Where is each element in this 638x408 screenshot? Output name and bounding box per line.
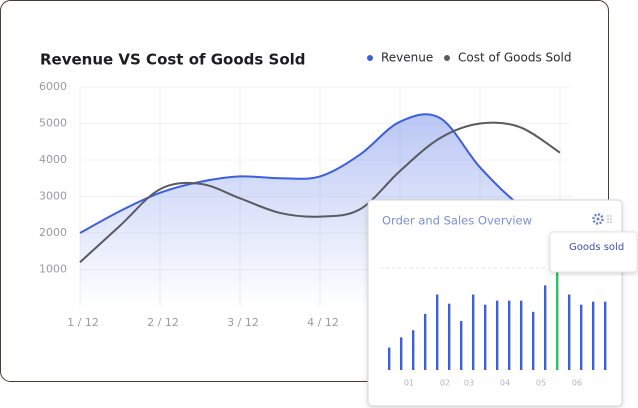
drag-handle[interactable]	[607, 215, 612, 223]
y-tick-label: 1000	[39, 263, 67, 276]
series-line	[79, 121, 561, 263]
bar	[400, 337, 403, 370]
x-tick-label: 01	[404, 379, 414, 388]
overview-card	[367, 199, 623, 407]
bar	[592, 301, 595, 370]
x-tick-label: 4 / 12	[307, 316, 339, 329]
x-tick-label: 02	[440, 379, 450, 388]
bar	[568, 294, 571, 370]
x-tick-label: 3 / 12	[227, 316, 259, 329]
settings-icon[interactable]	[592, 213, 604, 225]
x-tick-label: 03	[464, 379, 474, 388]
bar	[436, 294, 439, 370]
bar	[460, 321, 463, 370]
y-tick-label: 5000	[39, 117, 67, 130]
y-tick-label: 4000	[39, 153, 67, 166]
legend-marker	[444, 55, 450, 61]
bar	[604, 301, 607, 370]
bar	[496, 300, 499, 370]
bar	[544, 285, 547, 370]
bar	[388, 347, 391, 370]
overview-title: Order and Sales Overview	[382, 214, 532, 228]
bar	[508, 300, 511, 370]
legend-marker	[367, 55, 373, 61]
x-tick-label: 2 / 12	[147, 316, 179, 329]
y-tick-label: 6000	[39, 80, 67, 93]
x-tick-label: 04	[500, 379, 510, 388]
bar	[532, 311, 535, 370]
x-tick-label: 05	[536, 379, 546, 388]
bar	[556, 270, 559, 370]
bar	[412, 330, 415, 370]
y-tick-label: 3000	[39, 190, 67, 203]
bar	[472, 294, 475, 370]
legend-label: Revenue	[381, 51, 433, 65]
x-tick-label: 06	[572, 379, 582, 388]
bar	[580, 304, 583, 370]
tooltip	[549, 231, 638, 273]
bar	[520, 300, 523, 370]
tooltip-text: Goods sold	[569, 242, 624, 253]
series-line	[79, 113, 561, 234]
bar-chart: 01 02 03 04 05 06	[388, 270, 607, 388]
y-tick-label: 2000	[39, 226, 67, 239]
bar	[448, 303, 451, 370]
bar	[424, 313, 427, 370]
bar	[484, 304, 487, 370]
chart-title: Revenue VS Cost of Goods Sold	[40, 51, 306, 69]
legend-label: Cost of Goods Sold	[458, 51, 571, 65]
x-tick-label: 1 / 12	[67, 316, 99, 329]
